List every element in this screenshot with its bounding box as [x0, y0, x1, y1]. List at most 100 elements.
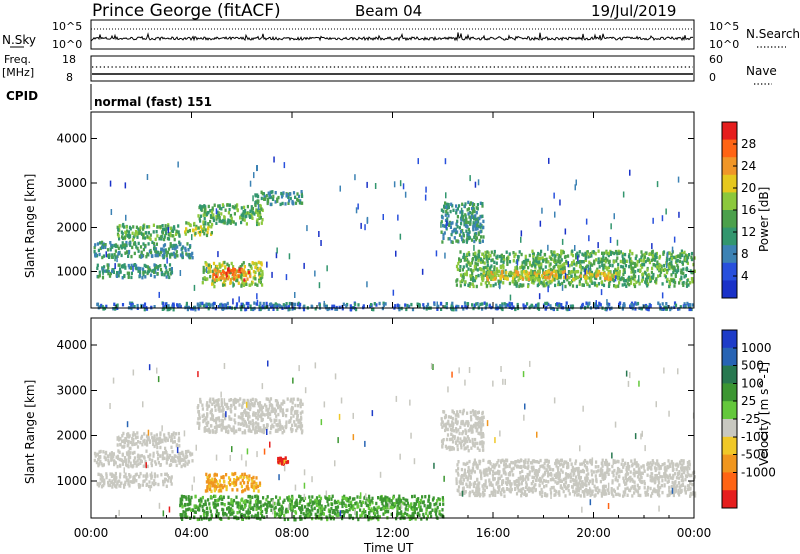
data-cell [285, 305, 288, 310]
data-cell [659, 268, 662, 272]
data-cell [203, 276, 206, 280]
data-cell [443, 204, 446, 208]
data-cell [466, 208, 469, 212]
data-cell [208, 270, 211, 274]
data-cell [274, 191, 277, 195]
data-cell [467, 236, 470, 241]
data-cell [502, 260, 505, 264]
data-cell [557, 280, 560, 284]
data-cell [513, 282, 516, 286]
data-cell [533, 271, 536, 275]
data-cell [235, 278, 239, 283]
data-cell [500, 259, 503, 263]
data-cell [493, 265, 496, 269]
data-cell [619, 250, 622, 254]
data-cell [405, 307, 408, 312]
data-cell [480, 215, 483, 219]
data-cell [535, 273, 539, 277]
data-cell [444, 218, 448, 223]
data-cell [156, 474, 159, 478]
data-cell [148, 236, 151, 240]
data-cell [608, 263, 611, 267]
data-cell [210, 412, 214, 416]
data-cell [686, 464, 689, 469]
data-cell [532, 254, 535, 259]
data-cell [612, 494, 615, 498]
data-cell [656, 267, 659, 271]
data-cell [133, 475, 136, 479]
data-cell [252, 475, 255, 480]
data-cell [471, 437, 474, 442]
data-cell [451, 434, 455, 438]
data-cell [142, 439, 145, 444]
data-cell [579, 462, 582, 466]
data-cell [685, 466, 688, 470]
data-cell [139, 471, 142, 476]
data-cell [463, 272, 466, 276]
data-cell [204, 206, 207, 211]
data-cell [121, 445, 124, 449]
data-cell [500, 253, 503, 257]
data-cell [625, 259, 628, 263]
data-cell [149, 233, 152, 237]
data-cell [187, 460, 191, 464]
data-cell [248, 421, 251, 425]
data-cell [301, 201, 304, 205]
data-cell [510, 302, 514, 306]
data-cell [286, 408, 289, 412]
data-cell [167, 479, 170, 483]
data-cell [127, 482, 130, 486]
data-cell [163, 433, 166, 437]
data-cell [218, 216, 221, 220]
data-cell [486, 284, 489, 288]
data-cell [203, 418, 206, 422]
data-cell [161, 253, 164, 258]
data-cell [129, 243, 132, 247]
data-cell [99, 477, 102, 481]
data-cell [662, 307, 665, 311]
data-cell [658, 262, 661, 267]
data-cell [683, 258, 686, 263]
data-cell [131, 437, 134, 441]
data-cell [146, 474, 149, 478]
data-cell [566, 278, 569, 282]
data-cell [262, 424, 265, 428]
data-cell [277, 195, 280, 200]
data-cell [113, 462, 116, 467]
data-cell [212, 301, 216, 306]
data-cell [218, 206, 221, 210]
data-cell [232, 398, 235, 403]
data-cell [156, 450, 159, 454]
data-cell [152, 451, 155, 456]
data-cell [480, 282, 483, 286]
data-cell [342, 302, 345, 306]
data-cell [456, 463, 459, 467]
data-cell [623, 268, 626, 272]
data-cell [138, 274, 141, 278]
data-cell [595, 274, 598, 278]
data-cell [199, 207, 203, 211]
data-cell [257, 426, 260, 430]
data-cell [451, 301, 454, 306]
data-cell [597, 260, 600, 265]
data-cell [677, 307, 680, 311]
data-cell [207, 481, 210, 486]
data-cell [198, 217, 201, 221]
data-cell [601, 263, 604, 268]
data-cell [207, 263, 210, 267]
data-cell [226, 277, 229, 281]
data-cell [630, 486, 633, 490]
data-cell [635, 280, 638, 284]
data-cell [480, 431, 483, 436]
data-cell [475, 206, 478, 210]
data-cell [178, 303, 181, 307]
data-cell [135, 479, 138, 483]
data-cell [155, 242, 158, 246]
data-cell [574, 270, 577, 274]
data-cell [258, 271, 261, 275]
data-cell [645, 281, 648, 286]
data-cell [565, 486, 568, 491]
data-cell [458, 431, 461, 436]
data-cell [561, 486, 564, 490]
data-cell [163, 307, 166, 311]
